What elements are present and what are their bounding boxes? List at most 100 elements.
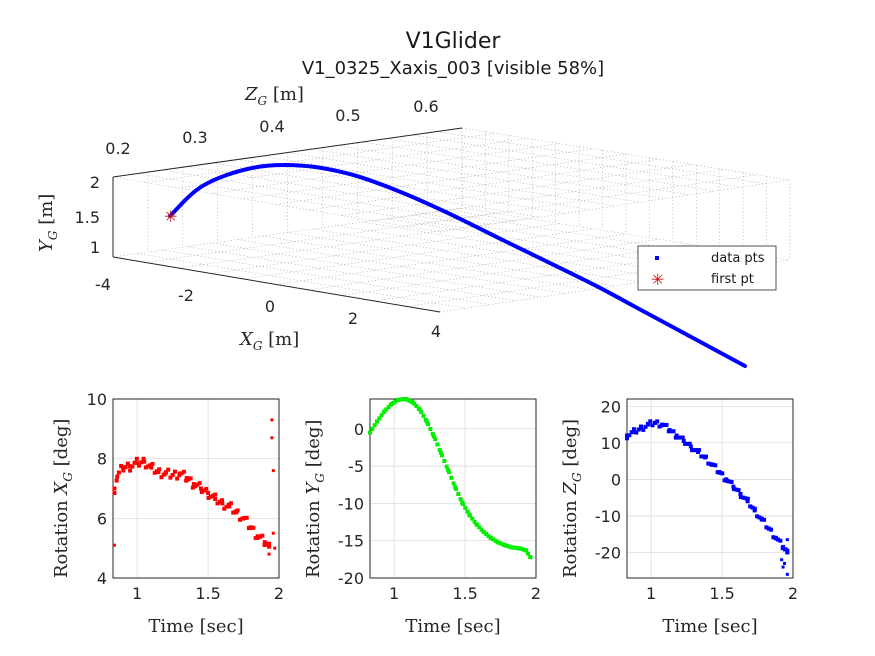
data-point: [386, 405, 391, 410]
x-tick-label: 2: [274, 584, 284, 603]
data-point: [481, 529, 486, 534]
data-point: [524, 548, 529, 553]
data-point: [424, 419, 429, 424]
data-point: [521, 547, 526, 552]
data-point: [778, 538, 783, 543]
data-point: [741, 495, 746, 500]
data-point: [150, 461, 155, 466]
outlier-point: [112, 543, 116, 547]
data-point: [785, 550, 790, 555]
outlier-point: [271, 531, 275, 535]
data-point: [453, 485, 458, 490]
data-point: [650, 423, 655, 428]
outlier-point: [270, 436, 274, 440]
data-point: [130, 464, 135, 469]
grid-line: [407, 174, 758, 227]
grid-line: [312, 228, 641, 283]
data-point: [502, 543, 507, 548]
data-point: [447, 470, 452, 475]
trajectory-3d-data: ✳: [164, 163, 747, 368]
first-point-marker: ✳: [164, 207, 177, 226]
legend-label-data-pts: data pts: [711, 251, 765, 266]
data-point: [781, 544, 786, 549]
data-point: [474, 522, 479, 527]
data-point: [389, 402, 394, 407]
data-point: [368, 430, 372, 435]
x-tick-label: 1.5: [709, 584, 734, 603]
data-point: [773, 535, 778, 540]
data-point: [149, 465, 154, 470]
data-point: [241, 516, 246, 521]
data-point: [653, 420, 658, 425]
data-point: [213, 492, 218, 497]
data-point: [204, 486, 209, 491]
data-point: [636, 427, 641, 432]
data-point: [759, 517, 764, 522]
data-point: [500, 542, 505, 547]
data-point: [678, 435, 683, 440]
data-point: [632, 429, 637, 434]
z-tick-label: 0.2: [105, 139, 130, 158]
data-point: [414, 404, 419, 409]
data-point: [710, 462, 715, 467]
outlier-point: [270, 418, 274, 422]
grid-line: [287, 152, 616, 207]
legend-box: [637, 245, 777, 291]
data-point: [762, 517, 767, 522]
grid-line: [341, 244, 692, 296]
grid-line: [212, 242, 541, 298]
data-point: [159, 475, 164, 480]
data-point: [146, 464, 151, 469]
data-point: [683, 441, 688, 446]
data-point: [143, 465, 148, 470]
trajectory-3d-axes: [112, 127, 463, 313]
data-point: [215, 501, 220, 506]
data-point: [152, 470, 157, 475]
data-point: [195, 482, 200, 487]
data-point: [199, 490, 204, 495]
data-point: [634, 430, 639, 435]
data-point: [699, 454, 704, 459]
z-axis-label: ZG [m]: [244, 84, 304, 108]
data-point: [764, 525, 769, 530]
data-point: [137, 463, 142, 468]
data-point: [458, 497, 463, 502]
grid-line: [341, 164, 692, 216]
x-tick-label: 0: [265, 297, 275, 316]
data-point: [648, 419, 653, 424]
rotation-z-xlabel: Time [sec]: [662, 616, 757, 637]
data-point: [224, 504, 229, 509]
data-point: [625, 436, 629, 441]
data-point: [377, 416, 382, 421]
data-point: [142, 459, 147, 464]
data-point: [116, 470, 121, 475]
data-point: [731, 484, 736, 489]
grid-line: [312, 148, 641, 203]
grid-line: [387, 138, 716, 192]
y-tick-label: -15: [338, 532, 364, 551]
data-point: [228, 501, 233, 506]
data-point: [627, 433, 632, 438]
data-point: [657, 424, 662, 429]
data-point: [175, 476, 180, 481]
data-point: [379, 413, 384, 418]
legend-marker-first-pt: ✳: [651, 270, 664, 289]
data-point: [639, 426, 644, 431]
data-point: [625, 433, 629, 438]
z-tick-label: 0.6: [413, 97, 438, 116]
y-tick-label: 10: [601, 434, 621, 453]
grid-line: [262, 155, 591, 211]
z-tick-label: 0.3: [182, 128, 207, 147]
data-point: [202, 488, 207, 493]
data-point: [713, 463, 718, 468]
grid-line: [437, 131, 766, 185]
data-point: [703, 455, 708, 460]
data-point: [745, 499, 750, 504]
data-point: [692, 448, 697, 453]
data-point: [743, 496, 748, 501]
data-point: [177, 471, 182, 476]
data-point: [181, 469, 186, 474]
data-point: [234, 510, 239, 515]
data-point: [446, 467, 451, 472]
x-axis-line: [112, 256, 441, 313]
